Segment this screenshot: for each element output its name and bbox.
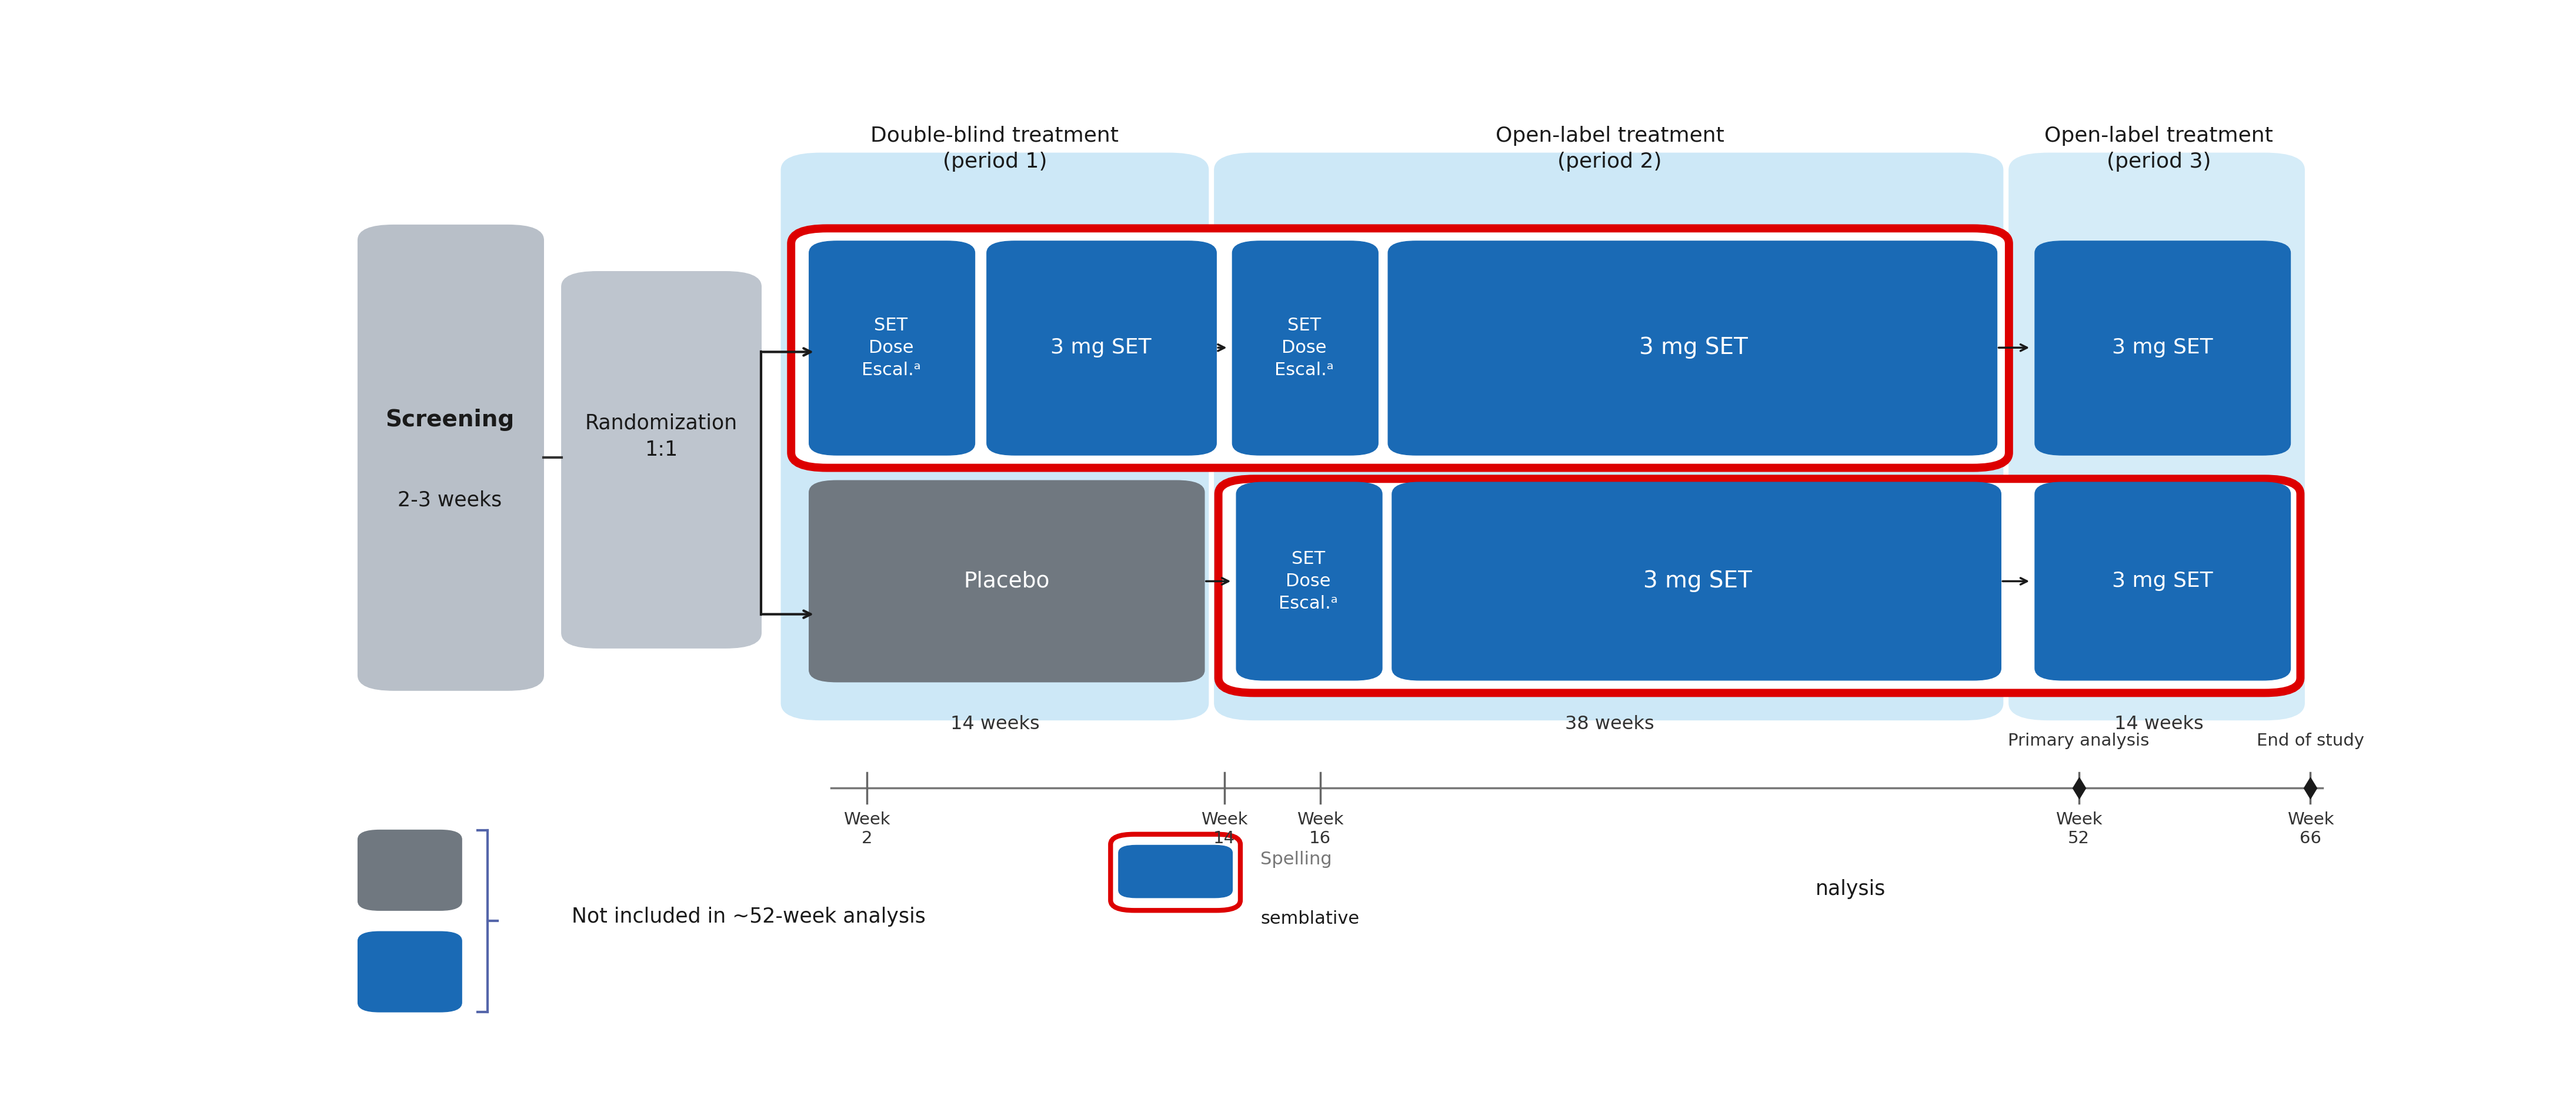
Text: 3 mg SET: 3 mg SET: [1638, 336, 1749, 359]
Text: 3 mg SET: 3 mg SET: [1643, 570, 1752, 592]
FancyBboxPatch shape: [358, 932, 461, 1012]
Text: nalysis: nalysis: [1816, 879, 1886, 899]
Text: End of study: End of study: [2257, 733, 2365, 750]
Text: SET
Dose
Escal.ᵃ: SET Dose Escal.ᵃ: [1278, 551, 1337, 612]
Text: Open-label treatment
(period 2): Open-label treatment (period 2): [1494, 125, 1723, 171]
Text: 38 weeks: 38 weeks: [1566, 715, 1654, 733]
FancyBboxPatch shape: [358, 830, 461, 910]
Text: SET
Dose
Escal.ᵃ: SET Dose Escal.ᵃ: [1275, 317, 1334, 379]
Text: Screening: Screening: [386, 409, 515, 431]
FancyBboxPatch shape: [1213, 153, 2004, 720]
FancyBboxPatch shape: [809, 480, 1206, 681]
Text: Randomization
1:1: Randomization 1:1: [585, 413, 737, 459]
FancyBboxPatch shape: [2035, 482, 2290, 680]
FancyBboxPatch shape: [1231, 241, 1378, 455]
FancyBboxPatch shape: [1236, 482, 1383, 680]
Text: Open-label treatment
(period 3): Open-label treatment (period 3): [2045, 125, 2272, 171]
FancyBboxPatch shape: [1218, 479, 2300, 693]
Text: Week
16: Week 16: [1296, 811, 1345, 847]
Text: Week
2: Week 2: [842, 811, 891, 847]
Text: 14 weeks: 14 weeks: [951, 715, 1038, 733]
Text: SET
Dose
Escal.ᵃ: SET Dose Escal.ᵃ: [860, 317, 920, 379]
FancyBboxPatch shape: [2035, 241, 2290, 455]
Text: Placebo: Placebo: [963, 570, 1051, 592]
FancyBboxPatch shape: [358, 225, 544, 690]
FancyBboxPatch shape: [781, 153, 1208, 720]
Text: Week
52: Week 52: [2056, 811, 2102, 847]
FancyBboxPatch shape: [1110, 834, 1242, 910]
Text: Spelling: Spelling: [1260, 851, 1332, 868]
FancyBboxPatch shape: [987, 241, 1216, 455]
Text: semblative: semblative: [1260, 910, 1360, 928]
FancyBboxPatch shape: [809, 241, 974, 455]
Text: Double-blind treatment
(period 1): Double-blind treatment (period 1): [871, 125, 1118, 171]
Text: 3 mg SET: 3 mg SET: [1051, 337, 1151, 357]
Text: Week
66: Week 66: [2287, 811, 2334, 847]
Text: Primary analysis: Primary analysis: [2009, 733, 2148, 750]
FancyBboxPatch shape: [1388, 241, 1996, 455]
FancyBboxPatch shape: [1118, 845, 1231, 898]
Text: Week
14: Week 14: [1200, 811, 1247, 847]
FancyBboxPatch shape: [2009, 153, 2306, 720]
Text: 2-3 weeks: 2-3 weeks: [397, 490, 502, 510]
Text: 14 weeks: 14 weeks: [2115, 715, 2202, 733]
Text: 3 mg SET: 3 mg SET: [2112, 337, 2213, 357]
FancyBboxPatch shape: [1391, 482, 2002, 680]
Text: 3 mg SET: 3 mg SET: [2112, 571, 2213, 591]
FancyBboxPatch shape: [562, 271, 762, 648]
Text: Not included in ~52-week analysis: Not included in ~52-week analysis: [572, 907, 925, 926]
FancyBboxPatch shape: [791, 229, 2009, 468]
